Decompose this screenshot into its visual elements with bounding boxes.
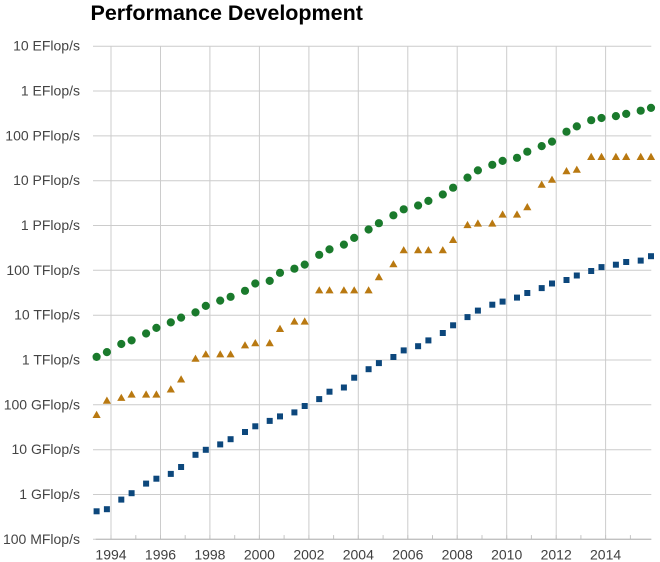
svg-text:2010: 2010: [491, 547, 522, 562]
svg-text:1 GFlop/s: 1 GFlop/s: [19, 486, 80, 502]
svg-text:100 GFlop/s: 100 GFlop/s: [4, 396, 80, 412]
svg-text:2004: 2004: [343, 547, 374, 562]
svg-text:100 PFlop/s: 100 PFlop/s: [5, 127, 80, 143]
svg-text:1996: 1996: [145, 547, 176, 562]
svg-text:10 PFlop/s: 10 PFlop/s: [13, 172, 80, 188]
svg-text:1998: 1998: [194, 547, 225, 562]
svg-text:2012: 2012: [541, 547, 572, 562]
svg-text:2008: 2008: [442, 547, 473, 562]
svg-text:100 MFlop/s: 100 MFlop/s: [3, 531, 80, 547]
svg-text:1 EFlop/s: 1 EFlop/s: [21, 83, 80, 99]
svg-text:2006: 2006: [392, 547, 423, 562]
svg-text:10 EFlop/s: 10 EFlop/s: [13, 38, 80, 54]
svg-text:100 TFlop/s: 100 TFlop/s: [6, 262, 80, 278]
svg-text:1 PFlop/s: 1 PFlop/s: [21, 217, 80, 233]
svg-text:2002: 2002: [293, 547, 324, 562]
svg-text:1 TFlop/s: 1 TFlop/s: [22, 352, 80, 368]
svg-text:2014: 2014: [590, 547, 621, 562]
svg-text:1994: 1994: [95, 547, 126, 562]
svg-text:10 TFlop/s: 10 TFlop/s: [14, 307, 80, 323]
svg-text:10 GFlop/s: 10 GFlop/s: [12, 441, 80, 457]
svg-text:2000: 2000: [244, 547, 275, 562]
